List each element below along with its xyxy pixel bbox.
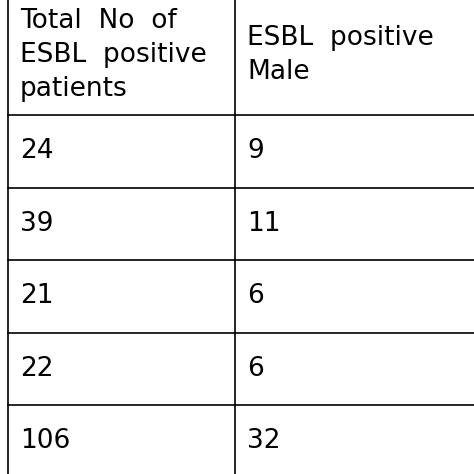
Text: ESBL  positive
Male: ESBL positive Male — [247, 25, 434, 85]
Text: 6: 6 — [247, 283, 264, 309]
Text: 9: 9 — [247, 138, 264, 164]
Text: 21: 21 — [20, 283, 54, 309]
Text: 11: 11 — [247, 211, 281, 237]
Text: Total  No  of
ESBL  positive
patients: Total No of ESBL positive patients — [20, 8, 207, 102]
Text: 39: 39 — [20, 211, 54, 237]
Text: 22: 22 — [20, 356, 54, 382]
Text: 32: 32 — [247, 428, 281, 454]
Text: 6: 6 — [247, 356, 264, 382]
Text: 24: 24 — [20, 138, 54, 164]
Text: 106: 106 — [20, 428, 70, 454]
